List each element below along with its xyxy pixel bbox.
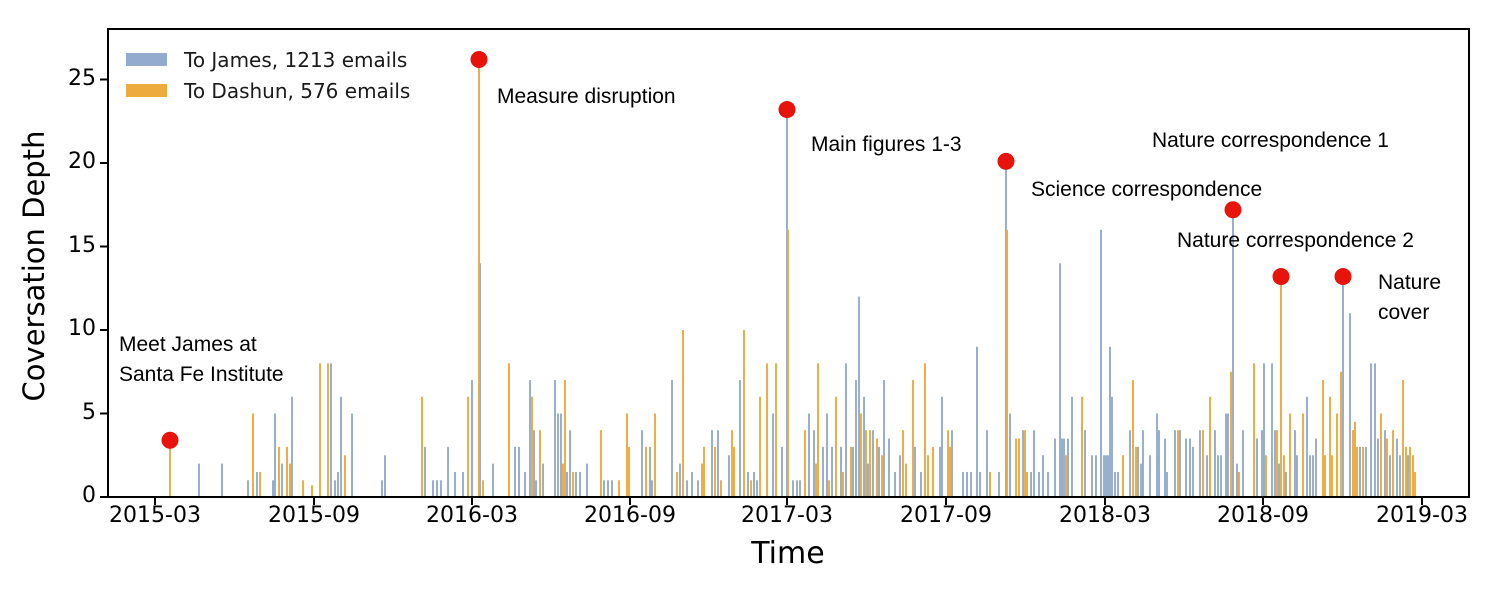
x-tick-label: 2015-03	[109, 503, 201, 528]
x-tick-label: 2017-03	[741, 503, 833, 528]
x-tick-label: 2015-09	[268, 503, 360, 528]
event-annotation: Science correspondence	[1031, 178, 1263, 201]
x-tick-label: 2016-09	[584, 503, 676, 528]
event-annotation: Main figures 1-3	[811, 133, 962, 156]
event-dot	[1272, 268, 1290, 286]
y-tick-label: 20	[68, 149, 96, 174]
x-tick-label: 2016-03	[426, 503, 518, 528]
event-dot	[997, 152, 1015, 170]
y-tick-label: 15	[68, 232, 96, 258]
event-annotation: Measure disruption	[497, 85, 676, 108]
y-tick-label: 25	[68, 65, 96, 91]
event-annotation: Nature correspondence 1	[1152, 129, 1389, 152]
y-axis-label: Coversation Depth	[17, 130, 51, 402]
james-series-swatch-icon	[126, 53, 167, 66]
legend-item: To James, 1213 emails	[126, 44, 410, 75]
event-annotation: Nature cover	[1378, 271, 1442, 324]
x-tick-label: 2018-03	[1059, 503, 1151, 528]
plot-border	[107, 28, 1470, 498]
dashun-series-swatch-icon	[126, 84, 167, 97]
event-dot	[1334, 268, 1352, 286]
legend-item: To Dashun, 576 emails	[126, 75, 410, 106]
y-tick-label: 5	[82, 399, 96, 425]
event-dot	[1224, 201, 1242, 219]
x-axis-label: Time	[751, 536, 825, 571]
y-tick-label: 0	[82, 483, 96, 508]
event-annotation: Nature correspondence 2	[1177, 229, 1414, 252]
legend-item-label: To Dashun, 576 emails	[184, 78, 411, 103]
legend: To James, 1213 emails To Dashun, 576 ema…	[126, 44, 410, 106]
x-tick-label: 2017-09	[900, 503, 992, 528]
event-dot	[470, 50, 488, 68]
y-tick-label: 10	[68, 316, 96, 341]
event-annotation: Meet James at Santa Fe Institute	[119, 333, 284, 386]
legend-item-label: To James, 1213 emails	[184, 47, 408, 72]
event-dot	[161, 431, 179, 449]
event-dot	[778, 101, 796, 119]
x-tick-label: 2018-09	[1217, 503, 1309, 528]
x-tick-label: 2019-03	[1376, 503, 1468, 528]
